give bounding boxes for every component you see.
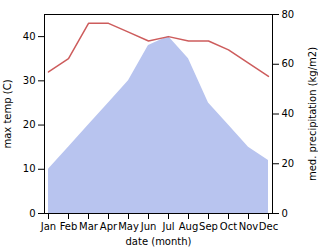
svg-text:Aug: Aug xyxy=(179,221,199,232)
svg-text:0: 0 xyxy=(282,208,288,219)
svg-text:Feb: Feb xyxy=(60,221,78,232)
svg-text:20: 20 xyxy=(23,119,36,130)
svg-text:30: 30 xyxy=(23,75,36,86)
svg-text:Oct: Oct xyxy=(220,221,237,232)
svg-text:40: 40 xyxy=(23,31,36,42)
svg-text:Dec: Dec xyxy=(259,221,278,232)
svg-text:40: 40 xyxy=(282,108,295,119)
svg-text:Sep: Sep xyxy=(199,221,218,232)
svg-text:Mar: Mar xyxy=(79,221,99,232)
svg-text:20: 20 xyxy=(282,158,295,169)
svg-text:10: 10 xyxy=(23,163,36,174)
svg-text:May: May xyxy=(118,221,139,232)
svg-text:0: 0 xyxy=(29,208,35,219)
svg-text:Apr: Apr xyxy=(100,221,118,232)
svg-text:Nov: Nov xyxy=(239,221,259,232)
svg-text:60: 60 xyxy=(282,58,295,69)
svg-text:max temp (C): max temp (C) xyxy=(2,79,13,148)
svg-text:80: 80 xyxy=(282,9,295,20)
svg-text:Jan: Jan xyxy=(40,221,56,232)
svg-text:Jun: Jun xyxy=(140,221,157,232)
svg-text:Jul: Jul xyxy=(161,221,174,232)
svg-text:date (month): date (month) xyxy=(126,236,192,247)
svg-text:med. precipitation (kg/m2): med. precipitation (kg/m2) xyxy=(307,47,318,181)
